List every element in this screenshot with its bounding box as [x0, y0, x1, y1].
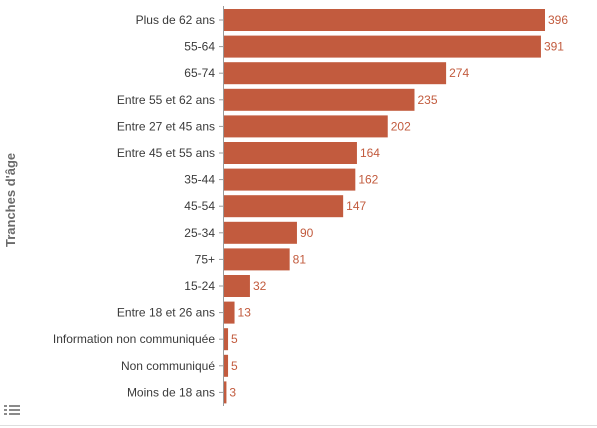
category-label: Entre 45 et 55 ans	[117, 146, 215, 160]
value-label: 32	[253, 279, 267, 293]
category-label: 65-74	[184, 66, 215, 80]
value-label: 391	[544, 40, 564, 54]
bar[interactable]	[224, 9, 545, 31]
category-label: 45-54	[184, 199, 215, 213]
category-label: Entre 18 et 26 ans	[117, 306, 215, 320]
list-icon[interactable]	[4, 403, 20, 417]
category-label: Entre 55 et 62 ans	[117, 93, 215, 107]
value-label: 147	[346, 199, 366, 213]
category-label: 15-24	[184, 279, 215, 293]
category-label: Information non communiquée	[53, 332, 215, 346]
value-label: 81	[293, 252, 307, 266]
value-label: 3	[229, 385, 236, 399]
bar[interactable]	[224, 328, 228, 350]
bar[interactable]	[224, 248, 290, 270]
bar[interactable]	[224, 195, 343, 217]
bar[interactable]	[224, 275, 250, 297]
value-label: 162	[358, 173, 378, 187]
value-label: 235	[417, 93, 437, 107]
category-label: Non communiqué	[121, 359, 215, 373]
category-label: Entre 27 et 45 ans	[117, 119, 215, 133]
value-label: 164	[360, 146, 380, 160]
bar[interactable]	[224, 89, 414, 111]
value-label: 90	[300, 226, 314, 240]
bar[interactable]	[224, 115, 388, 137]
bottom-divider	[0, 425, 597, 426]
bar[interactable]	[224, 36, 541, 58]
bar[interactable]	[224, 355, 228, 377]
y-axis-title: Tranches d'âge	[3, 70, 25, 330]
bar[interactable]	[224, 222, 297, 244]
value-label: 396	[548, 13, 568, 27]
category-label: Moins de 18 ans	[127, 385, 215, 399]
value-label: 13	[238, 306, 252, 320]
value-label: 5	[231, 332, 238, 346]
value-label: 5	[231, 359, 238, 373]
category-label: 35-44	[184, 173, 215, 187]
category-label: 55-64	[184, 40, 215, 54]
category-label: Plus de 62 ans	[136, 13, 215, 27]
value-label: 202	[391, 119, 411, 133]
category-label: 25-34	[184, 226, 215, 240]
category-label: 75+	[195, 252, 215, 266]
bar[interactable]	[224, 302, 235, 324]
value-label: 274	[449, 66, 469, 80]
bar[interactable]	[224, 169, 355, 191]
bar[interactable]	[224, 62, 446, 84]
bar[interactable]	[224, 381, 226, 403]
bar[interactable]	[224, 142, 357, 164]
